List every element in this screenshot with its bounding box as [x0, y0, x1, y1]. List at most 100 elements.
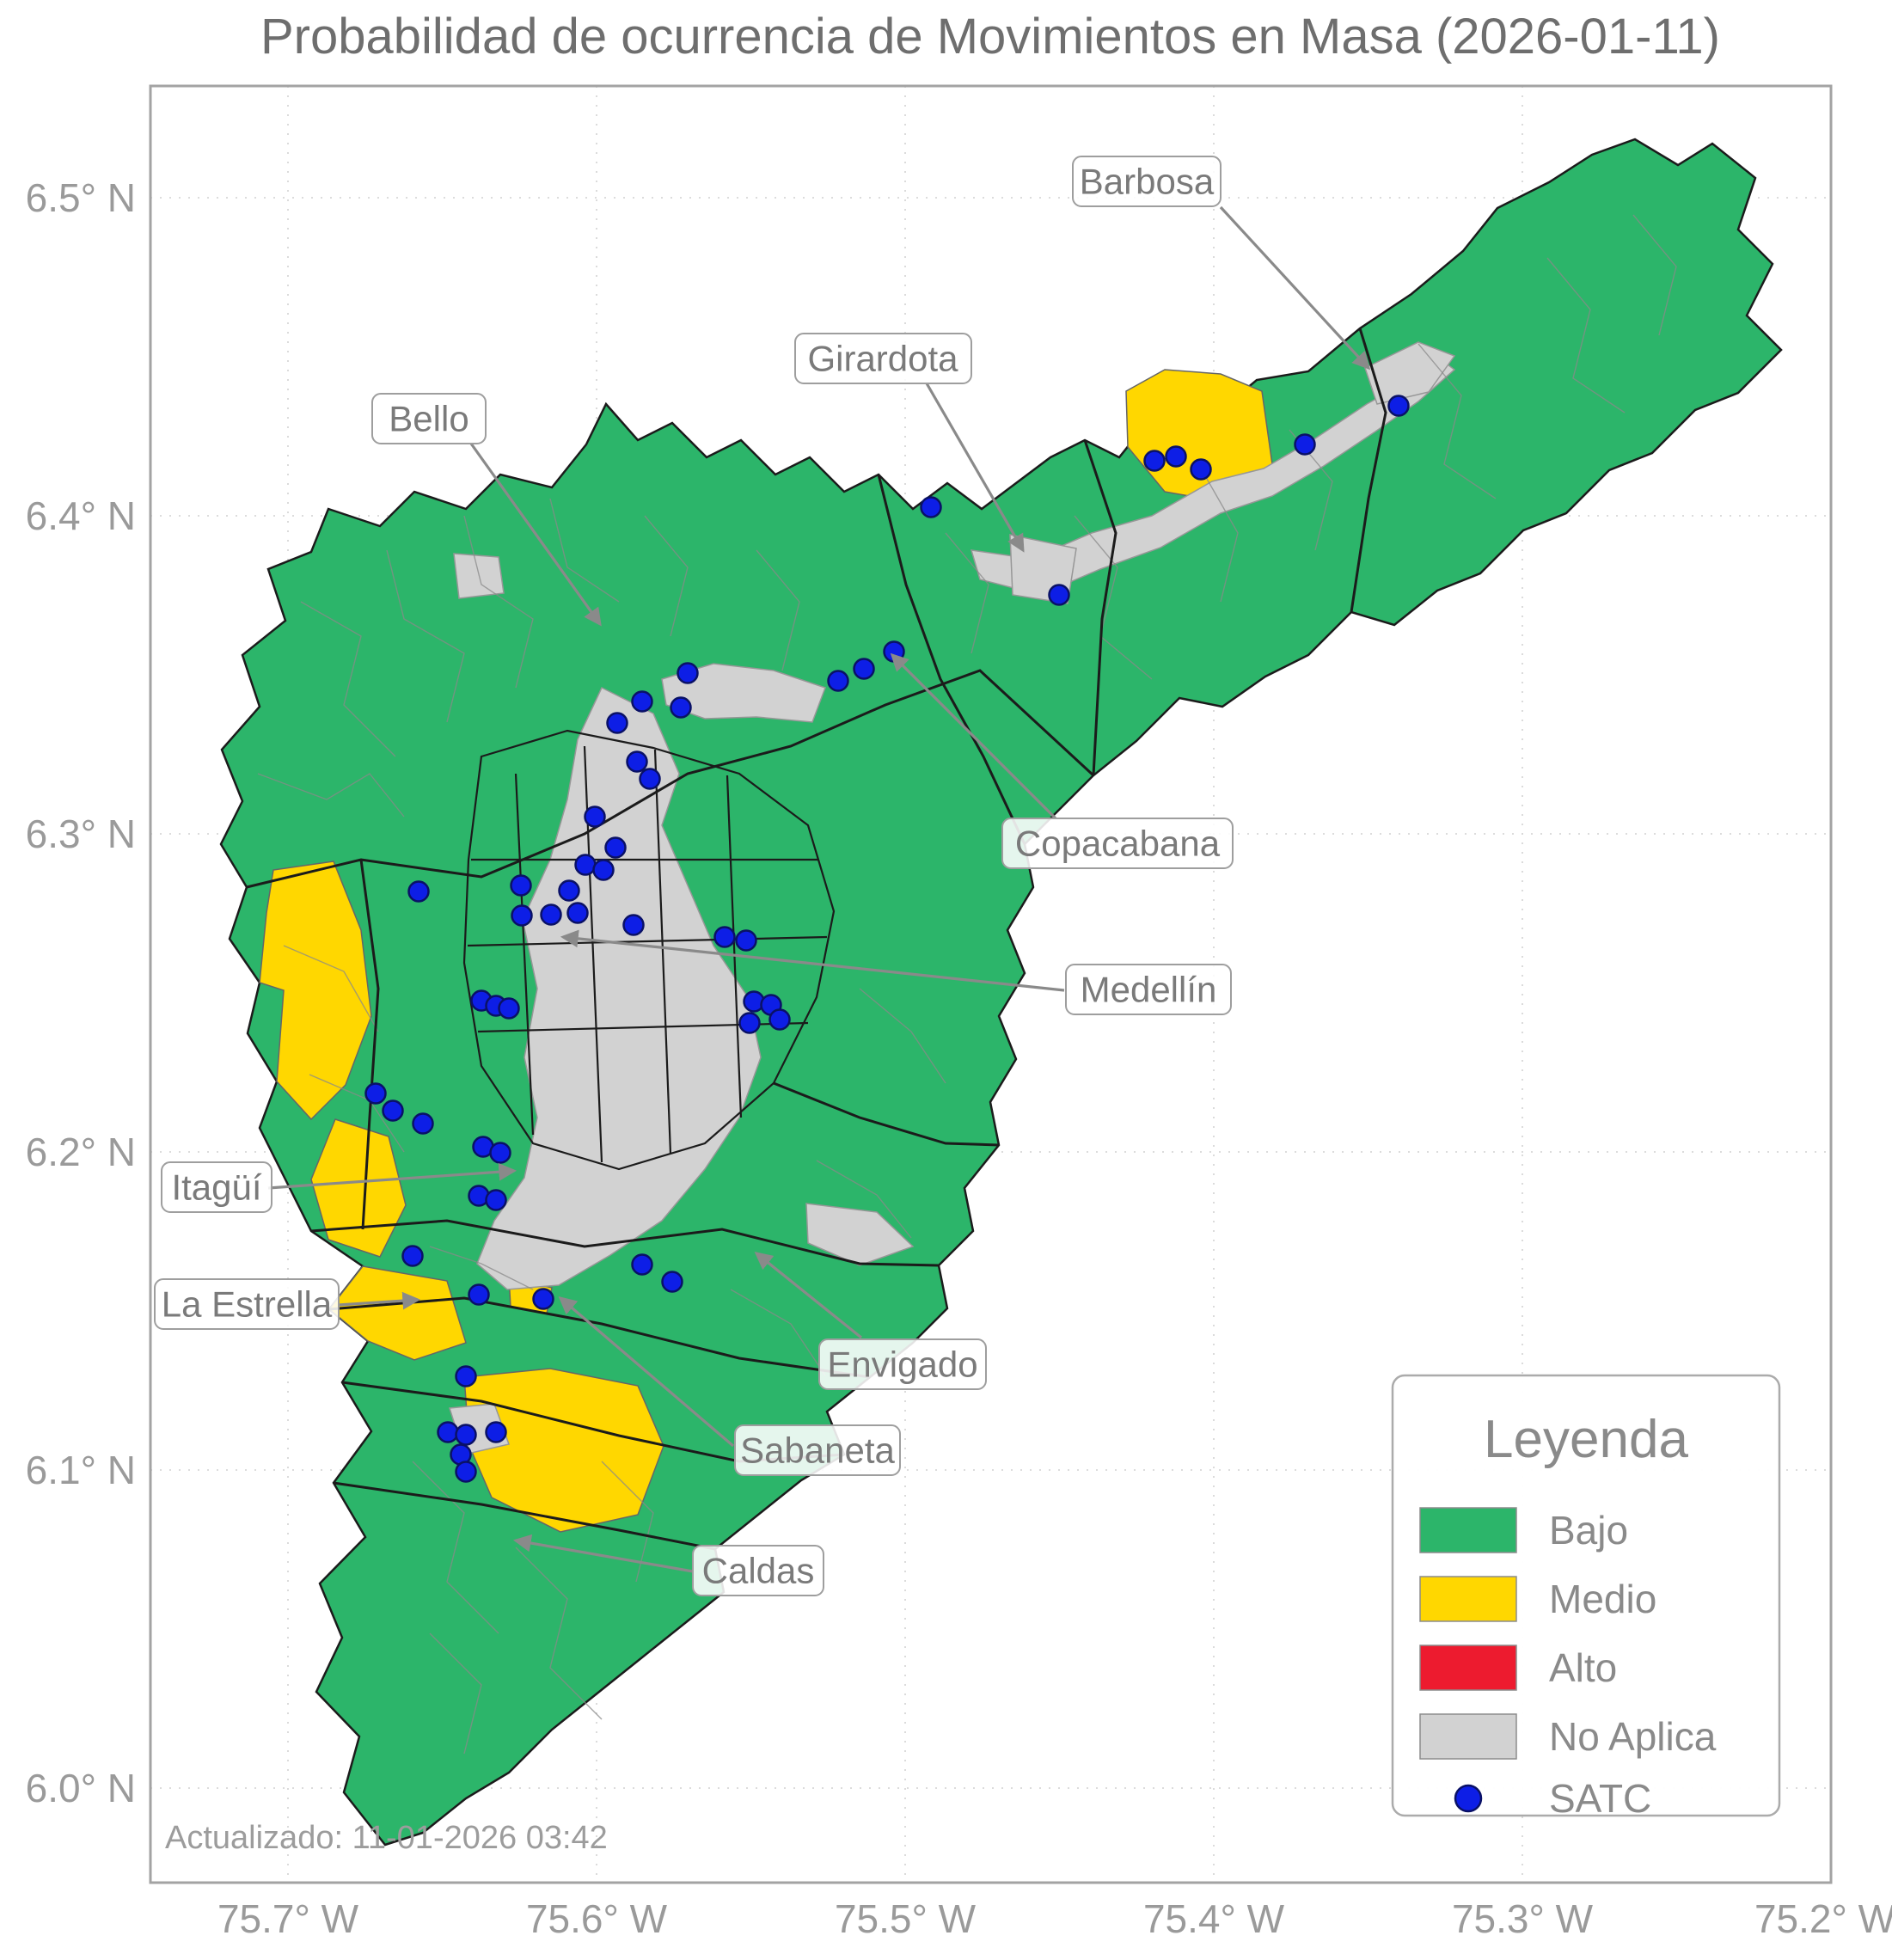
- annotation-box: [734, 1424, 901, 1476]
- x-tick-label: 75.6° W: [526, 1896, 668, 1941]
- satc-point: [735, 929, 757, 952]
- legend: Leyenda Bajo Medio Alto No Aplica SATC: [1391, 1374, 1781, 1821]
- vereda-border: [429, 1632, 482, 1755]
- municipal-border: [1350, 328, 1387, 613]
- vereda-border: [463, 515, 534, 689]
- annotation-box: [154, 1278, 340, 1330]
- satc-point: [401, 1245, 424, 1267]
- annotation-box: [1001, 818, 1234, 869]
- vereda-border: [644, 515, 689, 637]
- annotation-arrow: [925, 383, 1025, 553]
- updated-text: Actualizado: 11-01-2026 03:42: [165, 1820, 608, 1856]
- annotation-copacabana: Copacabana: [890, 652, 1234, 869]
- satc-point: [631, 690, 653, 713]
- legend-satc-dot: [1454, 1784, 1483, 1813]
- satc-point: [1294, 433, 1316, 456]
- legend-swatch-medio: [1419, 1576, 1517, 1622]
- region-noaplica: [805, 1203, 915, 1266]
- annotation-box: [692, 1545, 824, 1596]
- satc-point: [631, 1253, 653, 1276]
- annotation-arrow: [267, 1162, 517, 1190]
- annotation-barbosa: Barbosa: [1072, 156, 1371, 371]
- municipal-border: [773, 1081, 1000, 1147]
- annotation-arrow: [558, 1295, 735, 1448]
- annotation-label: La Estrella: [162, 1284, 333, 1325]
- annotation-girardota: Girardota: [794, 333, 1025, 553]
- vereda-border: [859, 988, 946, 1084]
- x-tick-label: 75.4° W: [1143, 1896, 1285, 1941]
- annotation-arrow: [890, 652, 1057, 820]
- satc-point: [455, 1424, 477, 1446]
- annotation-arrow: [560, 929, 1065, 992]
- x-tick-label: 75.3° W: [1452, 1896, 1594, 1941]
- region-medio: [259, 861, 372, 1121]
- municipal-borders: [246, 328, 1387, 1551]
- annotation-arrow: [338, 1291, 421, 1310]
- regions-medio: [259, 369, 1273, 1533]
- comuna-border: [726, 775, 743, 1118]
- y-tick-label: 6.2° N: [26, 1130, 136, 1174]
- satc-point: [622, 914, 645, 936]
- vereda-border: [412, 1461, 499, 1634]
- legend-swatch-noaplica: [1419, 1713, 1517, 1760]
- satc-point: [485, 1421, 507, 1443]
- satc-point: [1190, 458, 1212, 481]
- annotation-label: Barbosa: [1080, 162, 1215, 202]
- x-tick-label: 75.7° W: [217, 1896, 359, 1941]
- satc-point: [412, 1112, 434, 1135]
- x-tick-label: 75.5° W: [835, 1896, 977, 1941]
- region-noaplica-river: [970, 356, 1456, 596]
- annotation-sabaneta: Sabaneta: [558, 1295, 901, 1476]
- vereda-border: [1074, 515, 1153, 680]
- annotation-box: [1072, 156, 1222, 207]
- y-axis-ticks: 6.5° N 6.4° N 6.3° N 6.2° N 6.1° N 6.0° …: [26, 175, 136, 1810]
- y-tick-label: 6.3° N: [26, 812, 136, 856]
- legend-swatch-bajo: [1419, 1507, 1517, 1553]
- satc-point: [592, 859, 615, 881]
- vereda-border: [386, 549, 465, 723]
- vereda-border: [756, 549, 800, 671]
- satc-point: [468, 1283, 490, 1306]
- satc-point: [827, 670, 849, 692]
- comuna-border: [514, 773, 535, 1136]
- satc-point: [382, 1099, 404, 1122]
- annotation-label: Envigado: [827, 1344, 977, 1385]
- plot-frame: [149, 84, 1833, 1884]
- annotation-bello: Bello: [371, 393, 602, 627]
- x-axis-ticks: 75.7° W 75.6° W 75.5° W 75.4° W 75.3° W …: [217, 1896, 1892, 1941]
- satc-point: [1387, 395, 1410, 417]
- vereda-border: [549, 498, 620, 603]
- annotation-arrow: [512, 1534, 694, 1573]
- annotation-box: [371, 393, 487, 444]
- page-title: Probabilidad de ocurrencia de Movimiento…: [260, 9, 1720, 64]
- vereda-border: [283, 945, 379, 1032]
- vereda-border: [1546, 257, 1626, 413]
- satc-point: [670, 696, 692, 719]
- region-noaplica: [1364, 341, 1456, 405]
- municipal-border: [359, 859, 380, 1230]
- vereda-border: [515, 1547, 603, 1720]
- annotation-caldas: Caldas: [512, 1534, 824, 1596]
- satc-point: [455, 1461, 477, 1483]
- legend-label-medio: Medio: [1549, 1577, 1656, 1621]
- legend-label-noaplica: No Aplica: [1549, 1714, 1717, 1759]
- satc-point: [677, 662, 699, 684]
- annotation-label: Bello: [389, 399, 468, 439]
- x-tick-label: 75.2° W: [1754, 1896, 1892, 1941]
- satc-point: [768, 1008, 791, 1031]
- satc-point: [455, 1365, 477, 1387]
- legend-box: [1391, 1374, 1781, 1817]
- satc-point: [853, 658, 875, 680]
- annotation-arrow: [754, 1252, 863, 1339]
- satc-point: [1165, 445, 1187, 468]
- vereda-border: [730, 1289, 826, 1376]
- annotation-label: Medellín: [1081, 970, 1217, 1010]
- satc-point: [661, 1271, 683, 1293]
- annotation-box: [794, 333, 972, 384]
- annotation-label: Itagüí: [171, 1167, 261, 1208]
- satc-point: [437, 1421, 459, 1443]
- satc-point: [407, 880, 430, 903]
- comuna-cluster-outline: [462, 729, 836, 1171]
- comuna-border: [467, 935, 828, 947]
- annotations: Barbosa Girardota Bello Copacabana Medel…: [154, 156, 1371, 1596]
